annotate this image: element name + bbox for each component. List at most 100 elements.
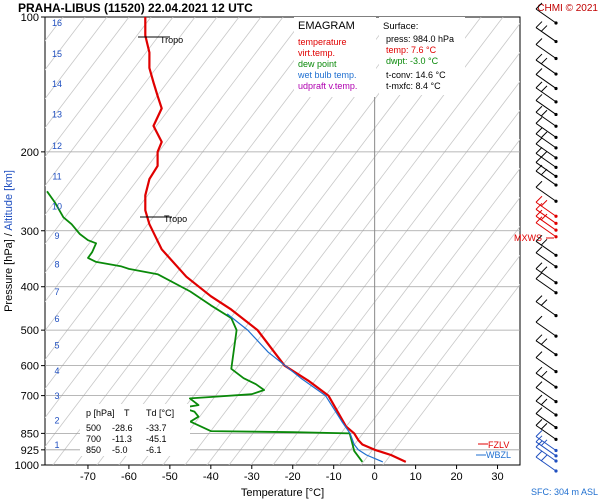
wind-barb-feather <box>535 216 543 224</box>
wind-barb-feather <box>540 57 548 65</box>
wind-barb-staff <box>535 268 557 284</box>
wind-barb-staff <box>535 441 557 457</box>
table-cell-t: -11.3 <box>112 434 132 444</box>
adiabat-line <box>294 167 520 465</box>
wind-barb-feather <box>535 209 543 217</box>
wind-barb-staff <box>535 446 557 462</box>
altitude-tick-label: 12 <box>52 141 62 151</box>
series-lines <box>46 17 407 463</box>
wind-barb-dot <box>554 72 558 76</box>
altitude-tick-label: 9 <box>54 231 59 241</box>
wind-barb-feather <box>535 366 543 374</box>
legend-heading: EMAGRAM <box>298 20 355 32</box>
wind-barb-staff <box>535 152 557 168</box>
wind-barb-feather <box>535 137 543 145</box>
wind-barb <box>535 147 558 169</box>
legend-item-wet-bulb: wet bulb temp. <box>297 70 357 80</box>
altitude-tick-label: 2 <box>54 415 59 425</box>
altitude-tick-label: 1 <box>54 440 59 450</box>
wind-barb-dot <box>554 448 558 453</box>
wind-barb-staff <box>535 8 557 24</box>
wind-barb-feather <box>535 105 543 113</box>
temperature-tick-label: 30 <box>491 471 503 483</box>
wind-barb-dot <box>554 86 558 91</box>
wind-barb-staff <box>535 44 557 59</box>
surface-temp: temp: 7.6 °C <box>386 45 437 55</box>
table-cell-td: -33.7 <box>146 423 167 433</box>
wind-barb-staff <box>535 400 557 416</box>
wind-barb-dot <box>554 265 558 269</box>
wind-barb <box>535 216 558 239</box>
wind-barb <box>535 366 558 389</box>
pressure-tick-label: 100 <box>21 12 39 24</box>
legend-item-updraft: udpraft v.temp. <box>298 81 357 91</box>
altitude-tick-label: 6 <box>54 314 59 324</box>
surface-background <box>379 17 465 95</box>
temperature-tick-label: -20 <box>285 471 301 483</box>
adiabat-line <box>45 17 306 361</box>
tropo-upper-label: Tropo <box>160 35 183 45</box>
wind-barb-feather <box>540 109 548 117</box>
adiabat-line <box>272 138 520 465</box>
adiabat-line <box>45 17 108 100</box>
pressure-tick-label: 200 <box>21 147 39 159</box>
adiabat-line <box>338 225 520 465</box>
wind-barb-feather <box>535 2 543 10</box>
wind-barb-dot <box>554 235 558 239</box>
wind-barb-dot <box>554 413 558 417</box>
wind-barb-dot <box>554 370 558 374</box>
wind-barb-feather <box>540 25 548 32</box>
surface-dwpt: dwpt: -3.0 °C <box>386 56 439 66</box>
wind-barb-feather <box>540 370 548 378</box>
temperature-tick-label: -10 <box>326 471 342 483</box>
wind-barb-staff <box>535 321 557 337</box>
wind-barb-feather <box>535 394 543 402</box>
altitude-tick-label: 13 <box>52 109 62 119</box>
wind-barb-staff <box>535 372 557 388</box>
wind-barb-feather <box>535 419 543 426</box>
altitude-tick-label: 5 <box>54 340 59 350</box>
wind-barb-feather <box>540 168 548 176</box>
wind-barb <box>535 394 558 417</box>
wind-barb-feather <box>540 299 548 306</box>
wind-barb-feather <box>540 213 548 221</box>
legend-item-dew-point: dew point <box>298 59 337 69</box>
wind-barb-dot <box>554 353 558 357</box>
temperature-tick-label: -40 <box>203 471 219 483</box>
wind-barb <box>535 202 558 225</box>
pressure-tick-label: 850 <box>21 428 39 440</box>
adiabat-line <box>382 283 520 465</box>
wind-barb-staff <box>535 215 557 231</box>
wind-barb-feather <box>535 351 543 358</box>
copyright-text: CHMI © 2021 <box>537 3 598 14</box>
wind-barb-staff <box>535 170 557 186</box>
table-header-td: Td [°C] <box>146 408 174 418</box>
wind-barb-dot <box>554 214 558 218</box>
pressure-tick-label: 700 <box>21 391 39 403</box>
adiabat-line <box>45 17 284 332</box>
legend-background <box>294 17 376 97</box>
wind-barb-dot <box>554 454 558 458</box>
wind-barb <box>535 117 558 139</box>
wind-barb-feather <box>535 450 543 458</box>
wind-barb-feather <box>540 454 548 462</box>
table-background <box>80 404 190 456</box>
x-axis-label: Temperature [°C] <box>241 487 324 499</box>
wind-barbs <box>535 2 558 473</box>
adiabat-line <box>228 80 520 465</box>
wind-barb <box>535 195 558 218</box>
wind-barb <box>535 430 558 453</box>
wind-barb <box>535 419 558 441</box>
wind-barb <box>535 381 558 404</box>
temperature-tick-label: -50 <box>162 471 178 483</box>
wind-barb-feather <box>535 53 543 61</box>
wind-barb-dot <box>554 199 558 203</box>
wind-barb <box>535 262 558 285</box>
wind-barb <box>535 234 558 257</box>
wind-barb <box>535 351 558 374</box>
wind-barb-feather <box>535 315 543 323</box>
wind-barb-staff <box>535 222 557 238</box>
adiabat-line <box>184 22 520 465</box>
wind-barb <box>535 209 558 232</box>
wind-barb-dot <box>554 400 558 404</box>
